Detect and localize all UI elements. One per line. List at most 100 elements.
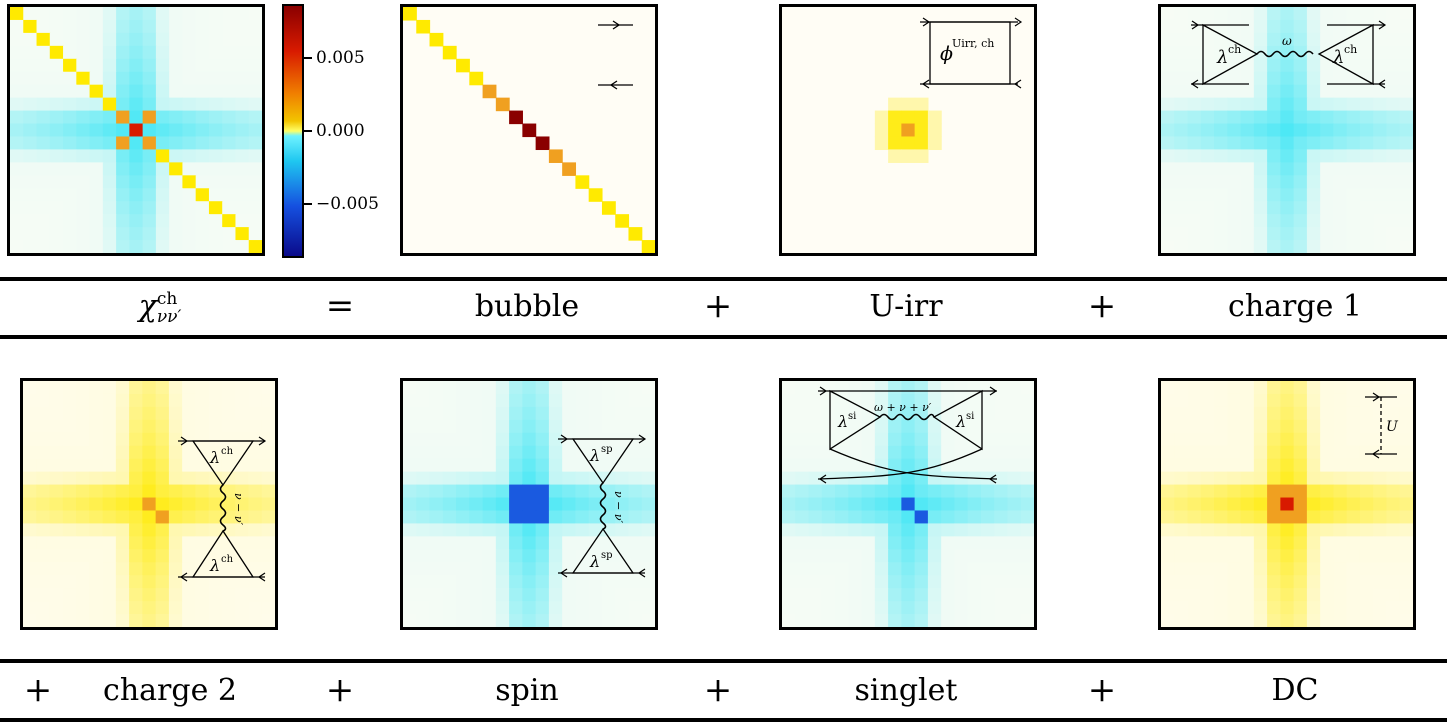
heatmap-cell <box>1346 562 1361 576</box>
heatmap-cell <box>509 458 523 473</box>
heatmap-cell <box>874 588 889 602</box>
heatmap-cell <box>1346 45 1361 60</box>
heatmap-cell <box>1386 458 1401 473</box>
heatmap-cell <box>1280 149 1295 163</box>
heatmap-cell <box>901 136 916 151</box>
heatmap-cell <box>1161 19 1175 34</box>
heatmap-cell <box>1253 110 1268 125</box>
heatmap-cell <box>62 601 77 615</box>
heatmap-cell <box>1373 58 1388 73</box>
heatmap-cell <box>36 45 51 60</box>
heatmap-cell <box>142 497 157 512</box>
heatmap-cell <box>848 497 863 512</box>
heatmap-cell <box>429 445 444 460</box>
heatmap-cell <box>1227 510 1242 525</box>
heatmap-cell <box>221 575 236 589</box>
heatmap-cell <box>628 419 643 434</box>
heatmap-cell <box>615 614 630 627</box>
heatmap-cell <box>1333 393 1348 408</box>
heatmap-cell <box>901 419 916 434</box>
colorbar-label: 0.000 <box>316 121 365 141</box>
heatmap-cell <box>222 97 237 112</box>
heatmap-cell <box>168 614 183 627</box>
heatmap-cell <box>562 458 577 473</box>
label-bubble: bubble <box>474 289 580 324</box>
heatmap-cell <box>235 471 250 486</box>
heatmap-cell <box>36 214 51 228</box>
heatmap-cell <box>927 549 942 563</box>
heatmap-cell <box>182 393 197 408</box>
heatmap-cell <box>927 136 942 151</box>
heatmap-cell <box>1293 445 1308 460</box>
heatmap-cell <box>994 601 1009 615</box>
heatmap-cell <box>1280 162 1295 176</box>
heatmap-cell <box>403 549 417 563</box>
heatmap-cell <box>36 510 51 525</box>
heatmap-cell <box>861 536 876 550</box>
heatmap-cell <box>49 32 64 47</box>
heatmap-cell <box>1267 84 1281 99</box>
heatmap-cell <box>495 588 510 602</box>
heatmap-cell <box>1373 45 1388 60</box>
heatmap-cell <box>1240 97 1255 112</box>
heatmap-cell <box>403 614 417 627</box>
heatmap-cell <box>1174 84 1189 99</box>
heatmap-cell <box>182 19 197 34</box>
heatmap-cell <box>1214 536 1228 550</box>
heatmap-cell <box>548 510 563 525</box>
heatmap-cell <box>1399 562 1413 576</box>
heatmap-cell <box>1174 406 1189 421</box>
heatmap-cell <box>495 381 510 395</box>
heatmap-cell <box>235 588 250 602</box>
heatmap-cell <box>575 381 590 395</box>
heatmap-cell <box>195 97 210 112</box>
heatmap-cell <box>1174 497 1189 512</box>
heatmap-cell <box>129 45 144 60</box>
heatmap-cell <box>914 393 929 408</box>
heatmap-cell <box>36 549 51 563</box>
heatmap-cell <box>575 175 590 189</box>
heatmap-cell <box>1227 45 1242 60</box>
heatmap-cell <box>1240 123 1255 138</box>
heatmap-cell <box>1267 7 1281 21</box>
heatmap-cell <box>601 201 616 215</box>
heatmap-cell <box>235 162 250 176</box>
heatmap-cell <box>102 162 117 176</box>
heatmap-cell <box>782 471 796 486</box>
heatmap-cell <box>442 484 457 499</box>
heatmap-cell <box>36 240 51 253</box>
heatmap-cell <box>888 523 902 537</box>
heatmap-cell <box>76 45 91 60</box>
heatmap-cell <box>1333 214 1348 228</box>
heatmap-cell <box>182 601 197 615</box>
heatmap-cell <box>76 497 90 512</box>
heatmap-cell <box>1333 575 1348 589</box>
heatmap-cell <box>62 432 77 447</box>
heatmap-cell <box>1346 123 1361 138</box>
heatmap-cell <box>155 419 170 434</box>
heatmap-cell <box>1346 458 1361 473</box>
singlet-sup-right: si <box>966 411 974 422</box>
heatmap-cell <box>208 575 223 589</box>
heatmap-cell <box>89 188 104 202</box>
heatmap-cell <box>1187 7 1202 21</box>
heatmap-cell <box>1386 523 1401 537</box>
heatmap-cell <box>1200 162 1215 176</box>
heatmap-cell <box>1200 471 1215 486</box>
heatmap-cell <box>562 162 577 176</box>
heatmap-cell <box>1280 19 1295 34</box>
heatmap-cell <box>628 227 643 241</box>
heatmap-cell <box>1359 136 1374 151</box>
heatmap-cell <box>522 123 537 138</box>
heatmap-cell <box>10 58 24 73</box>
heatmap-cell <box>89 510 104 525</box>
heatmap-cell <box>182 445 197 460</box>
heatmap-cell <box>615 458 630 473</box>
heatmap-cell <box>10 188 24 202</box>
heatmap-cell <box>628 497 643 512</box>
heatmap-cell <box>1161 536 1175 550</box>
heatmap-cell <box>1320 536 1335 550</box>
heatmap-cell <box>235 188 250 202</box>
heatmap-cell <box>548 536 563 550</box>
heatmap-cell <box>509 393 523 408</box>
